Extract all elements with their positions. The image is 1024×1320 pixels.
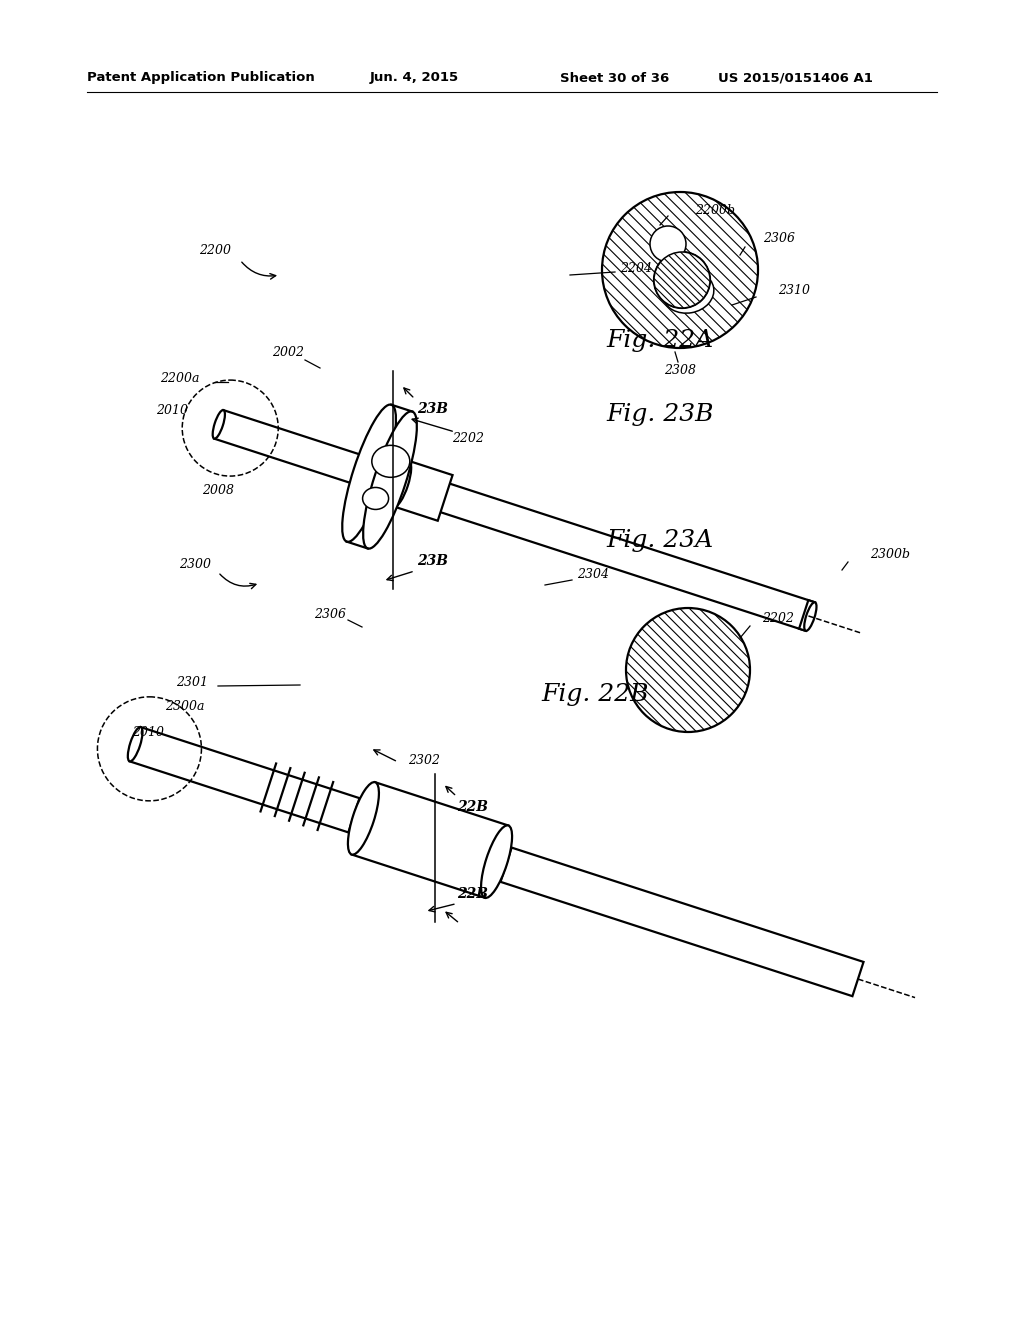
Ellipse shape (663, 271, 714, 313)
Text: Jun. 4, 2015: Jun. 4, 2015 (370, 71, 459, 84)
Polygon shape (351, 783, 508, 898)
Text: US 2015/0151406 A1: US 2015/0151406 A1 (718, 71, 872, 84)
Polygon shape (501, 847, 863, 997)
Text: 2306: 2306 (314, 609, 346, 622)
Ellipse shape (362, 487, 388, 510)
Text: Fig. 22B: Fig. 22B (542, 684, 649, 706)
Text: 2200a: 2200a (160, 371, 200, 384)
Text: 2010: 2010 (156, 404, 188, 417)
Circle shape (626, 609, 750, 733)
Text: Sheet 30 of 36: Sheet 30 of 36 (560, 71, 670, 84)
Text: 2302: 2302 (408, 754, 440, 767)
Polygon shape (394, 461, 453, 521)
Text: 2202: 2202 (452, 432, 484, 445)
Text: Fig. 23A: Fig. 23A (606, 528, 714, 552)
Text: 2002: 2002 (272, 346, 304, 359)
Circle shape (650, 226, 686, 261)
Ellipse shape (128, 727, 142, 762)
Polygon shape (437, 483, 813, 630)
Polygon shape (799, 601, 815, 631)
Text: 2310: 2310 (778, 284, 810, 297)
Text: 2202: 2202 (762, 611, 794, 624)
Polygon shape (214, 411, 383, 491)
Text: 23B: 23B (418, 401, 449, 416)
Text: 2304: 2304 (577, 569, 609, 582)
Circle shape (654, 252, 710, 308)
Text: 2308: 2308 (664, 363, 696, 376)
Ellipse shape (213, 411, 225, 438)
Ellipse shape (342, 404, 396, 541)
Ellipse shape (364, 412, 417, 549)
Ellipse shape (348, 781, 379, 854)
Text: 2200: 2200 (199, 243, 231, 256)
Polygon shape (130, 727, 359, 833)
Ellipse shape (391, 461, 412, 507)
Text: 2300b: 2300b (870, 549, 910, 561)
Text: Fig. 23B: Fig. 23B (606, 404, 714, 426)
Text: Patent Application Publication: Patent Application Publication (87, 71, 314, 84)
Ellipse shape (372, 445, 410, 478)
Text: 22B: 22B (458, 800, 488, 813)
Text: Fig. 22A: Fig. 22A (606, 329, 714, 351)
Ellipse shape (804, 602, 816, 631)
Text: 2306: 2306 (763, 231, 795, 244)
Text: 2204: 2204 (620, 261, 652, 275)
Text: 22B: 22B (458, 887, 488, 900)
Circle shape (654, 252, 710, 308)
Text: 2300: 2300 (179, 558, 211, 572)
Text: 2010: 2010 (132, 726, 164, 738)
Circle shape (602, 191, 758, 348)
Text: 2200b: 2200b (695, 203, 735, 216)
Text: 23B: 23B (418, 554, 449, 568)
Ellipse shape (481, 825, 512, 898)
Text: 2300a: 2300a (165, 700, 205, 713)
Text: 2301: 2301 (176, 676, 208, 689)
Text: 2008: 2008 (202, 483, 234, 496)
